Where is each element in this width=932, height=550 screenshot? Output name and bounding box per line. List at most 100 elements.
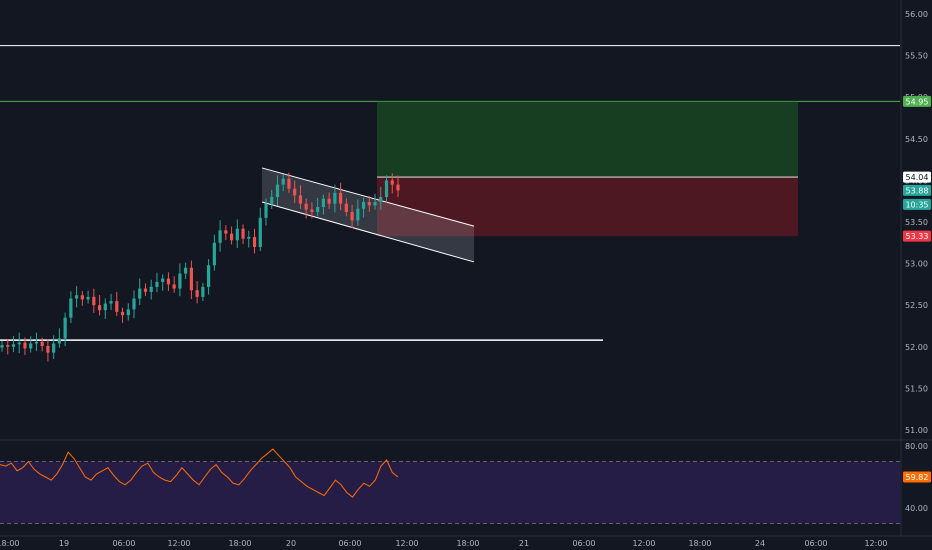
candle[interactable] xyxy=(212,234,216,271)
candle[interactable] xyxy=(356,199,360,226)
candle[interactable] xyxy=(80,291,84,306)
candle[interactable] xyxy=(339,182,343,211)
candle[interactable] xyxy=(241,224,245,244)
candle[interactable] xyxy=(69,291,73,324)
candle[interactable] xyxy=(275,175,280,206)
candle[interactable] xyxy=(218,220,222,252)
price-badge xyxy=(903,171,931,183)
candle-body xyxy=(189,267,193,291)
candle[interactable] xyxy=(11,336,16,353)
candle[interactable] xyxy=(126,303,130,321)
candle-body xyxy=(367,202,371,206)
candle-body xyxy=(316,207,320,213)
candle[interactable] xyxy=(103,298,107,320)
channel-lower-line[interactable] xyxy=(261,201,475,263)
candle-body xyxy=(293,188,297,196)
candle-body xyxy=(0,345,4,348)
candle[interactable] xyxy=(46,339,50,362)
candle[interactable] xyxy=(57,328,61,348)
candle[interactable] xyxy=(252,228,257,254)
candle-body xyxy=(97,305,102,311)
candle[interactable] xyxy=(310,202,314,219)
candle-body xyxy=(321,198,325,208)
channel-upper-line[interactable] xyxy=(261,167,475,227)
candle[interactable] xyxy=(97,295,102,316)
candle[interactable] xyxy=(166,272,171,291)
price-tick-label: 52.50 xyxy=(905,301,928,310)
channel-fill[interactable] xyxy=(262,167,474,262)
candle[interactable] xyxy=(379,186,383,210)
candle[interactable] xyxy=(287,172,291,193)
price-tick-label: 51.50 xyxy=(905,384,928,393)
candle[interactable] xyxy=(304,198,308,219)
time-tick-label: 06:00 xyxy=(572,539,595,548)
candle[interactable] xyxy=(17,332,21,354)
candle[interactable] xyxy=(350,204,354,228)
candle[interactable] xyxy=(115,291,119,317)
candle[interactable] xyxy=(23,337,27,355)
candle[interactable] xyxy=(40,337,44,352)
candle[interactable] xyxy=(321,194,325,215)
candle[interactable] xyxy=(132,290,136,319)
candle[interactable] xyxy=(384,175,389,203)
candle[interactable] xyxy=(6,338,10,355)
candle[interactable] xyxy=(270,189,274,210)
candle[interactable] xyxy=(281,174,285,192)
candle[interactable] xyxy=(0,340,4,352)
candle[interactable] xyxy=(367,195,371,212)
rsi-line xyxy=(0,448,399,498)
candle-body xyxy=(115,301,119,312)
candle[interactable] xyxy=(161,274,165,291)
candle[interactable] xyxy=(184,262,188,279)
candle[interactable] xyxy=(178,263,182,297)
candle[interactable] xyxy=(143,283,148,297)
candle[interactable] xyxy=(264,198,268,226)
candle[interactable] xyxy=(109,293,113,311)
candle[interactable] xyxy=(247,230,251,248)
candle[interactable] xyxy=(155,272,159,293)
candle[interactable] xyxy=(235,219,239,248)
candle[interactable] xyxy=(390,173,394,194)
candle[interactable] xyxy=(298,185,303,210)
candle[interactable] xyxy=(63,312,67,347)
candle[interactable] xyxy=(258,207,262,252)
candle[interactable] xyxy=(86,290,90,304)
candle-body xyxy=(172,284,176,289)
rsi-tick-label: 40.00 xyxy=(905,504,928,513)
candle[interactable] xyxy=(327,192,331,210)
candle-body xyxy=(11,344,16,347)
candle[interactable] xyxy=(34,332,39,352)
candle[interactable] xyxy=(224,225,228,241)
candle[interactable] xyxy=(293,180,297,204)
candle-body xyxy=(310,209,314,213)
candle[interactable] xyxy=(195,281,199,304)
candle[interactable] xyxy=(138,278,142,306)
candle[interactable] xyxy=(201,282,205,302)
candle-body xyxy=(344,203,348,213)
candle[interactable] xyxy=(75,286,79,308)
candle[interactable] xyxy=(52,335,56,360)
position-profit-zone[interactable] xyxy=(377,101,798,178)
candle[interactable] xyxy=(189,260,193,300)
candle[interactable] xyxy=(229,226,234,245)
time-tick-label: 24 xyxy=(755,539,765,548)
candle[interactable] xyxy=(396,175,400,197)
candle[interactable] xyxy=(120,307,125,323)
candle-body xyxy=(384,180,389,198)
candle[interactable] xyxy=(92,288,96,313)
candle-body xyxy=(287,178,291,189)
candle[interactable] xyxy=(149,279,153,300)
candle[interactable] xyxy=(207,259,211,295)
candle[interactable] xyxy=(333,184,337,213)
candle[interactable] xyxy=(316,197,320,217)
candle[interactable] xyxy=(344,198,348,217)
candle[interactable] xyxy=(361,197,366,218)
candle[interactable] xyxy=(29,336,33,353)
candle[interactable] xyxy=(172,276,176,293)
candle-body xyxy=(275,184,280,198)
position-loss-zone[interactable] xyxy=(377,177,798,237)
candle-body xyxy=(224,230,228,234)
candle[interactable] xyxy=(373,193,377,210)
